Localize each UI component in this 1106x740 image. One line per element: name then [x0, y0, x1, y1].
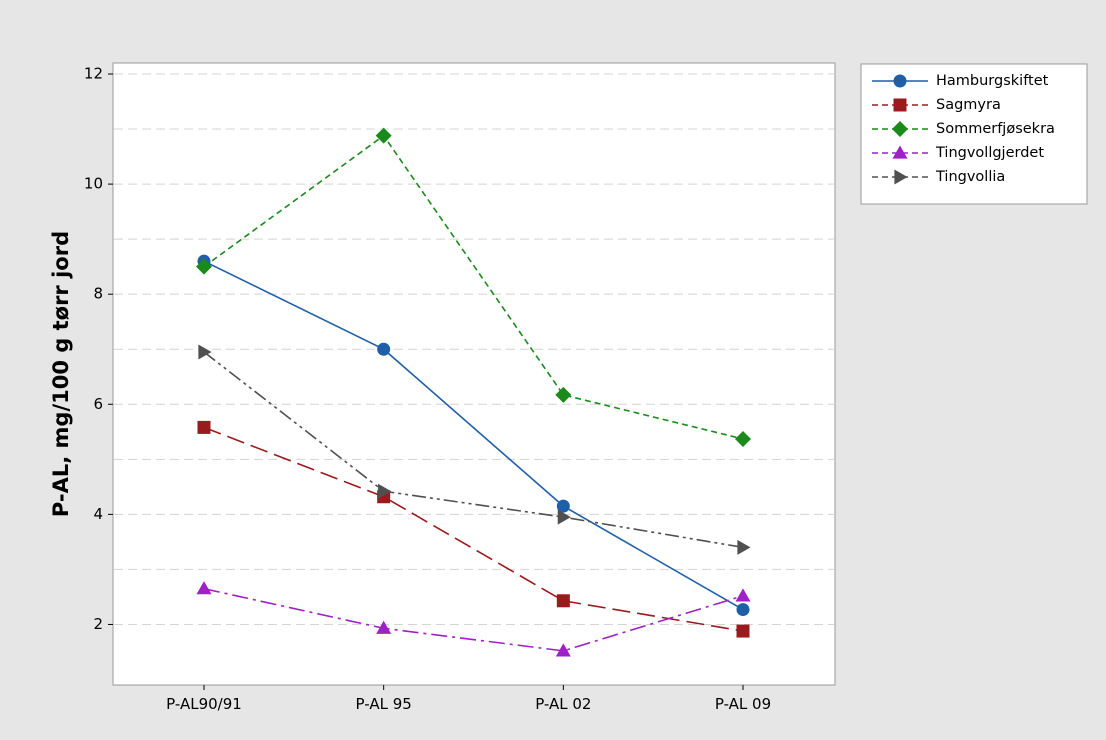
data-point	[736, 624, 750, 638]
series-tingvollia	[198, 344, 751, 555]
legend-marker	[894, 169, 908, 185]
data-point	[735, 430, 751, 447]
data-point	[736, 603, 750, 617]
legend-item: Tingvollgjerdet	[872, 145, 1044, 161]
series-line	[203, 134, 744, 440]
data-point	[737, 539, 751, 555]
series-lines	[196, 127, 751, 657]
data-point	[555, 643, 571, 657]
series-sagmyra	[197, 420, 750, 638]
x-tick-label: P-AL 02	[535, 695, 591, 713]
legend-item: Hamburgskiftet	[872, 73, 1049, 89]
series-line	[203, 426, 744, 632]
axes: 2 4 6 8 10 12 P-AL90/91 P-AL 95 P-AL 02 P-AL 09	[84, 65, 771, 713]
data-point	[556, 594, 570, 608]
legend-item: Sommerfjøsekra	[872, 121, 1055, 137]
legend-label: Hamburgskiftet	[936, 73, 1049, 89]
data-point	[556, 499, 570, 513]
legend-marker	[893, 98, 907, 112]
series-line	[203, 351, 744, 549]
y-tick-label: 6	[93, 395, 103, 413]
y-tick-label: 2	[93, 615, 103, 633]
legend-item: Sagmyra	[872, 97, 1001, 113]
legend-label: Sommerfjøsekra	[936, 121, 1055, 137]
legend-marker	[892, 121, 908, 137]
legend: Hamburgskiftet Sagmyra Sommerfjøsekra Tingv…	[860, 63, 1088, 205]
y-tick-label: 4	[93, 505, 103, 523]
legend-marker	[893, 74, 907, 88]
data-point	[557, 509, 571, 525]
y-tick-label: 12	[84, 65, 103, 83]
x-tick-label: P-AL 09	[715, 695, 771, 713]
data-point	[375, 127, 392, 144]
y-axis-label: P-AL, mg/100 g tørr jord	[49, 231, 73, 517]
data-point	[198, 344, 212, 360]
gridlines	[114, 73, 834, 625]
y-tick-label: 8	[93, 285, 103, 303]
data-point	[377, 342, 391, 356]
data-point	[376, 620, 392, 634]
y-tick-label: 10	[84, 175, 103, 193]
data-point	[555, 386, 572, 403]
data-point	[196, 581, 212, 595]
x-tick-label: P-AL90/91	[166, 695, 242, 713]
x-tick-label: P-AL 95	[356, 695, 412, 713]
data-point	[196, 258, 212, 275]
plot-panel	[112, 62, 836, 686]
series-tingvollgjerdet	[196, 581, 751, 657]
legend-label: Sagmyra	[936, 97, 1001, 113]
series-sommerfjøsekra	[196, 127, 751, 447]
legend-marker	[892, 145, 908, 159]
data-point	[378, 483, 392, 499]
legend-label: Tingvollia	[935, 169, 1005, 185]
series-line	[203, 587, 744, 652]
data-point	[197, 420, 211, 434]
legend-label: Tingvollgjerdet	[935, 145, 1044, 161]
series-line	[203, 260, 744, 611]
data-point	[735, 588, 751, 602]
legend-item: Tingvollia	[872, 169, 1005, 185]
